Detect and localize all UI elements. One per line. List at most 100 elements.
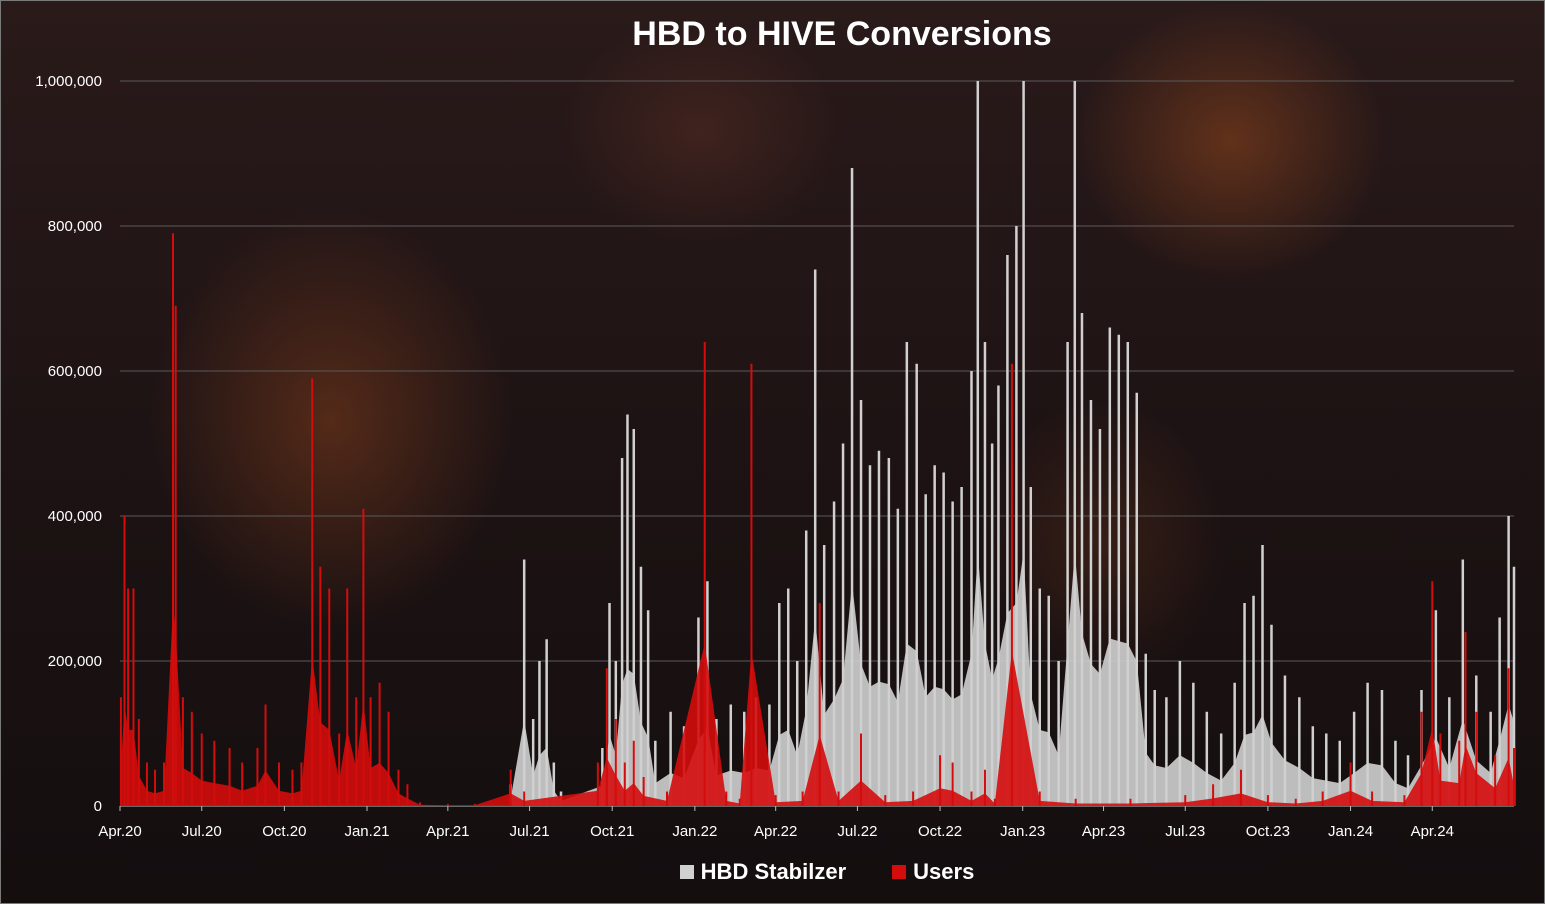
bar bbox=[1010, 363, 1013, 806]
bar bbox=[1270, 624, 1273, 806]
bar bbox=[545, 639, 548, 806]
bar bbox=[1311, 726, 1315, 806]
bar bbox=[1294, 798, 1297, 806]
bar bbox=[264, 704, 267, 806]
bar bbox=[1057, 661, 1060, 806]
bar bbox=[951, 501, 954, 806]
bar bbox=[666, 791, 669, 806]
bar bbox=[626, 414, 629, 806]
bar bbox=[154, 769, 157, 806]
bar bbox=[1144, 653, 1147, 806]
x-tick-label: Apr.21 bbox=[426, 823, 469, 840]
x-tick-label: Jul.23 bbox=[1165, 823, 1205, 840]
bar bbox=[387, 711, 390, 806]
x-tick-label: Jan.21 bbox=[344, 823, 389, 840]
bar bbox=[200, 733, 203, 806]
bar bbox=[1464, 632, 1467, 806]
bar bbox=[795, 661, 799, 806]
bar bbox=[1338, 740, 1341, 806]
bar bbox=[1494, 755, 1497, 806]
bar bbox=[522, 559, 526, 806]
bar bbox=[1038, 588, 1042, 806]
bar bbox=[868, 465, 872, 806]
bar bbox=[1507, 516, 1510, 806]
bar bbox=[1434, 610, 1438, 806]
bar bbox=[1489, 711, 1492, 806]
legend-label-users: Users bbox=[913, 859, 975, 884]
bar bbox=[750, 363, 753, 806]
bar bbox=[1507, 668, 1510, 806]
bar bbox=[473, 803, 476, 806]
bar bbox=[642, 777, 645, 806]
bar bbox=[163, 762, 166, 806]
bar bbox=[933, 465, 936, 806]
bar bbox=[1038, 791, 1041, 806]
x-tick-label: Jul.22 bbox=[837, 823, 877, 840]
bar bbox=[1098, 429, 1102, 806]
bar bbox=[1089, 400, 1093, 806]
bar bbox=[632, 429, 636, 806]
bar bbox=[1135, 392, 1139, 806]
bar bbox=[1431, 581, 1434, 806]
legend-label-hbd: HBD Stabilzer bbox=[700, 859, 847, 884]
bar bbox=[1261, 545, 1264, 806]
bar bbox=[703, 342, 706, 806]
x-axis-ticks: Apr.20 Jul.20 Oct.20 Jan.21 Apr.21 Jul.21 Oct.… bbox=[98, 806, 1454, 840]
legend-swatch-hbd bbox=[679, 865, 694, 879]
bar bbox=[960, 487, 963, 806]
x-tick-label: Apr.23 bbox=[1082, 823, 1125, 840]
bar bbox=[123, 516, 126, 806]
bar bbox=[418, 802, 421, 806]
bar bbox=[818, 603, 821, 806]
bar bbox=[939, 755, 942, 806]
bar bbox=[137, 719, 140, 806]
series-users bbox=[119, 233, 1515, 806]
bar bbox=[669, 711, 672, 806]
bar bbox=[1380, 690, 1384, 806]
bar bbox=[1212, 784, 1215, 806]
bar bbox=[983, 769, 986, 806]
bar bbox=[378, 682, 381, 806]
bar bbox=[1243, 603, 1246, 806]
bar bbox=[127, 588, 130, 806]
bar bbox=[406, 784, 409, 806]
x-tick-label: Oct.20 bbox=[262, 823, 306, 840]
y-tick-label: 600,000 bbox=[48, 363, 102, 380]
bar bbox=[614, 719, 617, 806]
bar bbox=[1283, 675, 1287, 806]
bar bbox=[1239, 769, 1242, 806]
x-tick-label: Apr.20 bbox=[98, 823, 141, 840]
bar bbox=[1458, 740, 1461, 806]
bar bbox=[174, 305, 177, 806]
series-area bbox=[120, 605, 1514, 806]
bar bbox=[884, 795, 887, 806]
bar bbox=[813, 269, 817, 806]
y-tick-label: 1,000,000 bbox=[35, 73, 102, 90]
y-tick-label: 400,000 bbox=[48, 508, 102, 525]
bar bbox=[725, 791, 728, 806]
bar bbox=[1371, 791, 1374, 806]
bar bbox=[837, 791, 840, 806]
bar bbox=[1117, 334, 1121, 806]
bar bbox=[877, 450, 881, 806]
bar bbox=[983, 342, 987, 806]
bar bbox=[1219, 733, 1223, 806]
x-tick-label: Jan.22 bbox=[672, 823, 717, 840]
bar bbox=[832, 501, 836, 806]
bar bbox=[1325, 733, 1328, 806]
bar bbox=[912, 791, 915, 806]
legend-swatch-users bbox=[892, 865, 907, 879]
bar bbox=[915, 363, 918, 806]
bar bbox=[228, 748, 231, 806]
bar bbox=[1165, 697, 1168, 806]
bar bbox=[338, 733, 341, 806]
bar bbox=[311, 378, 314, 806]
bar bbox=[1029, 487, 1033, 806]
bar bbox=[1406, 755, 1410, 806]
bar bbox=[1022, 81, 1025, 806]
bar bbox=[1073, 81, 1077, 806]
x-tick-label: Oct.22 bbox=[918, 823, 962, 840]
bar bbox=[774, 795, 777, 806]
bar bbox=[997, 385, 1000, 806]
